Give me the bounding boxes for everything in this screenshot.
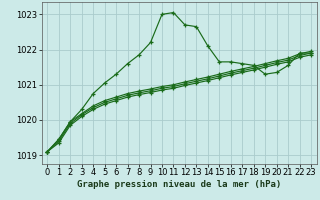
X-axis label: Graphe pression niveau de la mer (hPa): Graphe pression niveau de la mer (hPa)	[77, 180, 281, 189]
